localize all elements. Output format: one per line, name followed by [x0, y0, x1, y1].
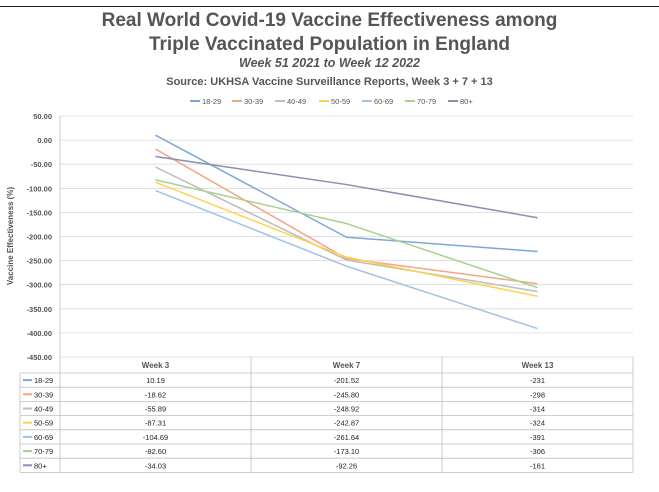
table-cell: -314 — [530, 405, 545, 414]
table-row: 70-79 -82.60 -173.10 -306 — [23, 447, 545, 456]
table-row-label: 30-39 — [34, 390, 53, 399]
y-axis: 50.00 0.00 -50.00 -100.00 -150.00 -200.00 -250… — [27, 112, 52, 362]
chart-title-line-2: Triple Vaccinated Population in England — [148, 34, 511, 55]
series-line-60-69 — [155, 189, 538, 330]
table-cell: -231 — [530, 376, 545, 385]
table-cell: -34.03 — [145, 461, 166, 470]
table-cell: -104.69 — [143, 433, 168, 442]
table-cell: -306 — [530, 447, 545, 456]
legend-item: 18-29 — [190, 97, 221, 106]
y-tick-label: -100.00 — [27, 184, 52, 193]
y-tick-label: -450.00 — [27, 353, 52, 362]
table-row-label: 80+ — [34, 461, 47, 470]
y-tick-label: -350.00 — [27, 305, 52, 314]
legend-item: 30-39 — [232, 97, 263, 106]
data-table: Week 3 Week 7 Week 13 18-29 10.19 -201.52 -231… — [19, 116, 634, 473]
table-row: 60-69 -104.69 -261.64 -391 — [23, 433, 545, 442]
category-label: Week 13 — [522, 361, 554, 370]
table-cell: -391 — [530, 433, 545, 442]
y-tick-label: 0.00 — [37, 136, 52, 145]
y-tick-label: -300.00 — [27, 281, 52, 290]
table-cell: -261.64 — [334, 433, 359, 442]
table-cell: -18.62 — [145, 390, 166, 399]
table-cell: -245.80 — [334, 390, 359, 399]
table-cell: 10.19 — [146, 376, 165, 385]
series-line-70-79 — [155, 179, 538, 289]
y-axis-label: Vaccine Effectiveness (%) — [6, 187, 15, 286]
chart-subtitle: Week 51 2021 to Week 12 2022 — [239, 56, 420, 70]
series-lines — [155, 134, 538, 330]
legend-item: 60-69 — [362, 97, 393, 106]
legend-label: 80+ — [460, 97, 473, 106]
series-line-30-39 — [155, 148, 538, 285]
y-tick-label: -200.00 — [27, 233, 52, 242]
table-cell: -324 — [530, 419, 545, 428]
table-cell: -161 — [530, 461, 545, 470]
legend-label: 50-59 — [331, 97, 350, 106]
legend-item: 70-79 — [405, 97, 436, 106]
table-cell: -201.52 — [334, 376, 359, 385]
table-cell: -55.89 — [145, 405, 166, 414]
y-tick-label: -250.00 — [27, 257, 52, 266]
series-line-80+ — [155, 155, 538, 219]
table-row-label: 40-49 — [34, 405, 53, 414]
series-line-40-49 — [155, 166, 538, 293]
legend-item: 50-59 — [319, 97, 350, 106]
legend-label: 60-69 — [374, 97, 393, 106]
legend: 18-29 30-39 40-49 50-59 60-69 70-79 80+ — [190, 97, 473, 106]
table-cell: -298 — [530, 390, 545, 399]
table-cell: -173.10 — [334, 447, 359, 456]
table-row-label: 18-29 — [34, 376, 53, 385]
table-row: 80+ -34.03 -92.26 -161 — [23, 461, 545, 470]
legend-item: 40-49 — [275, 97, 306, 106]
table-row: 50-59 -87.31 -242.87 -324 — [23, 419, 545, 428]
table-cell: -92.26 — [336, 461, 357, 470]
legend-label: 30-39 — [244, 97, 263, 106]
y-tick-label: -150.00 — [27, 208, 52, 217]
table-cell: -82.60 — [145, 447, 166, 456]
gridlines — [60, 115, 633, 358]
legend-item: 80+ — [448, 97, 473, 106]
table-row: 40-49 -55.89 -248.92 -314 — [23, 405, 545, 414]
table-cell: -248.92 — [334, 405, 359, 414]
legend-label: 40-49 — [287, 97, 306, 106]
legend-label: 18-29 — [202, 97, 221, 106]
table-row: 30-39 -18.62 -245.80 -298 — [23, 390, 545, 399]
table-row-label: 70-79 — [34, 447, 53, 456]
table-row: 18-29 10.19 -201.52 -231 — [23, 376, 545, 385]
table-row-label: 60-69 — [34, 433, 53, 442]
series-line-50-59 — [155, 181, 538, 298]
category-label: Week 7 — [333, 361, 361, 370]
table-cell: -87.31 — [145, 419, 166, 428]
legend-label: 70-79 — [417, 97, 436, 106]
table-row-label: 50-59 — [34, 419, 53, 428]
category-label: Week 3 — [142, 361, 170, 370]
y-tick-label: 50.00 — [33, 112, 52, 121]
series-line-18-29 — [155, 134, 538, 253]
chart-title: Real World Covid-19 Vaccine Effectivenes… — [0, 9, 659, 57]
chart-source: Source: UKHSA Vaccine Surveillance Repor… — [166, 76, 493, 88]
y-tick-label: -400.00 — [27, 329, 52, 338]
top-border-line — [0, 6, 659, 7]
chart-title-line-1: Real World Covid-19 Vaccine Effectivenes… — [101, 10, 558, 31]
y-tick-label: -50.00 — [31, 160, 52, 169]
table-cell: -242.87 — [334, 419, 359, 428]
